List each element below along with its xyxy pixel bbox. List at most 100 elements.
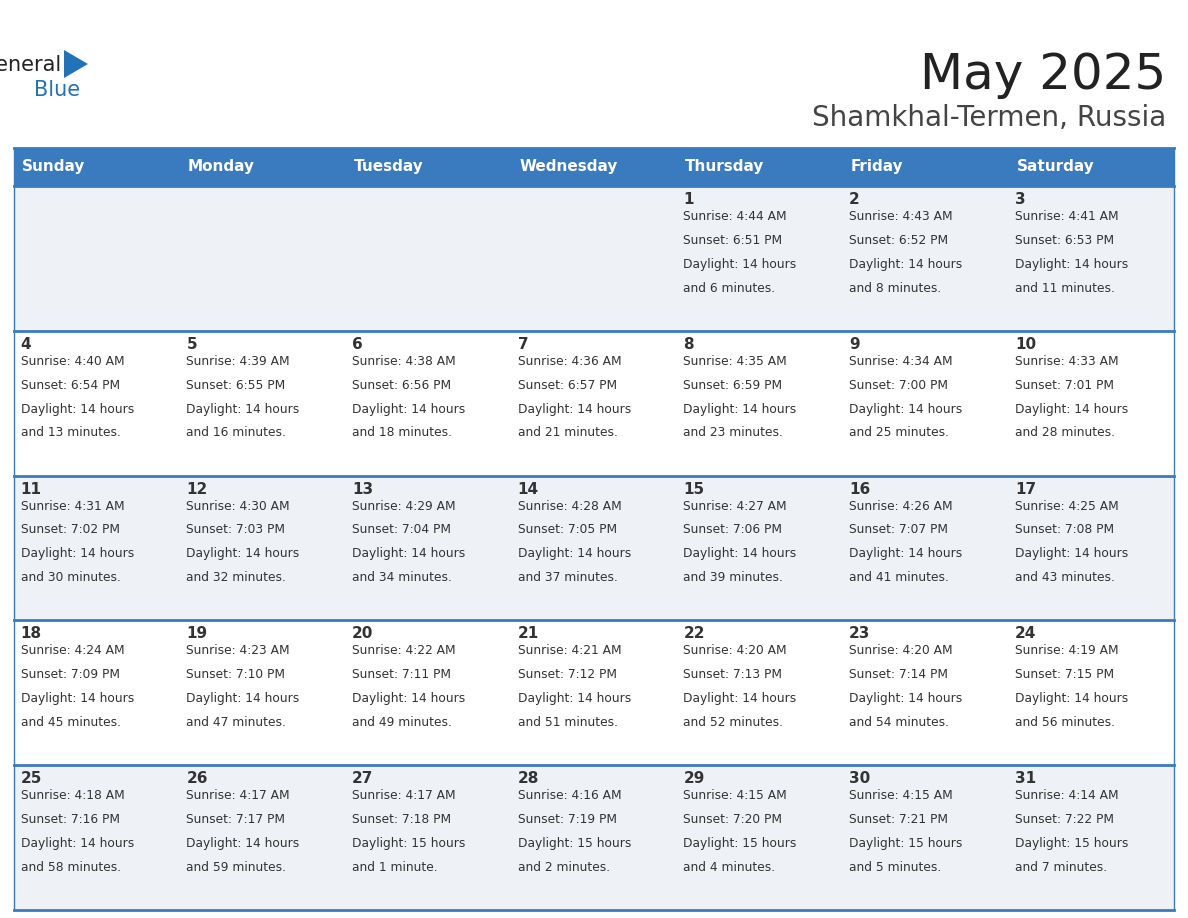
Text: and 45 minutes.: and 45 minutes. (20, 716, 121, 729)
Text: Sunrise: 4:14 AM: Sunrise: 4:14 AM (1015, 789, 1119, 802)
Text: 31: 31 (1015, 771, 1036, 786)
Text: Daylight: 15 hours: Daylight: 15 hours (849, 837, 962, 850)
Text: Sunrise: 4:30 AM: Sunrise: 4:30 AM (187, 499, 290, 512)
Text: May 2025: May 2025 (920, 51, 1165, 99)
Text: Sunset: 6:52 PM: Sunset: 6:52 PM (849, 234, 948, 247)
Bar (511, 476, 677, 621)
Text: Daylight: 14 hours: Daylight: 14 hours (683, 258, 797, 271)
Text: Sunrise: 4:22 AM: Sunrise: 4:22 AM (352, 644, 456, 657)
Text: Sunday: Sunday (23, 160, 86, 174)
Text: Sunset: 7:11 PM: Sunset: 7:11 PM (352, 668, 451, 681)
Polygon shape (64, 50, 88, 78)
Bar (677, 766, 842, 910)
Text: and 1 minute.: and 1 minute. (352, 861, 437, 874)
Bar (346, 330, 511, 476)
Text: and 28 minutes.: and 28 minutes. (1015, 427, 1114, 440)
Text: Sunrise: 4:35 AM: Sunrise: 4:35 AM (683, 354, 788, 368)
Text: Daylight: 14 hours: Daylight: 14 hours (187, 403, 299, 416)
Bar (179, 621, 346, 766)
Text: Sunset: 7:01 PM: Sunset: 7:01 PM (1015, 379, 1114, 392)
Text: and 58 minutes.: and 58 minutes. (20, 861, 121, 874)
Bar (842, 476, 1009, 621)
Text: Sunrise: 4:26 AM: Sunrise: 4:26 AM (849, 499, 953, 512)
Text: Sunset: 7:09 PM: Sunset: 7:09 PM (20, 668, 120, 681)
Text: and 13 minutes.: and 13 minutes. (20, 427, 120, 440)
Bar (14, 330, 179, 476)
Text: Sunrise: 4:16 AM: Sunrise: 4:16 AM (518, 789, 621, 802)
Text: and 5 minutes.: and 5 minutes. (849, 861, 941, 874)
Text: Blue: Blue (34, 80, 80, 100)
Text: Sunrise: 4:40 AM: Sunrise: 4:40 AM (20, 354, 125, 368)
Text: General: General (0, 55, 62, 75)
Text: Daylight: 14 hours: Daylight: 14 hours (849, 692, 962, 705)
Bar (346, 186, 511, 330)
Text: Sunset: 6:54 PM: Sunset: 6:54 PM (20, 379, 120, 392)
Text: Sunrise: 4:19 AM: Sunrise: 4:19 AM (1015, 644, 1119, 657)
Text: and 18 minutes.: and 18 minutes. (352, 427, 453, 440)
Text: 10: 10 (1015, 337, 1036, 352)
Bar (1009, 476, 1174, 621)
Text: Sunrise: 4:20 AM: Sunrise: 4:20 AM (683, 644, 788, 657)
Bar (14, 148, 1174, 186)
Bar (14, 186, 179, 330)
Text: 3: 3 (1015, 192, 1025, 207)
Text: Sunset: 7:16 PM: Sunset: 7:16 PM (20, 813, 120, 826)
Text: and 54 minutes.: and 54 minutes. (849, 716, 949, 729)
Text: Sunrise: 4:25 AM: Sunrise: 4:25 AM (1015, 499, 1119, 512)
Text: 19: 19 (187, 626, 208, 642)
Text: Sunrise: 4:17 AM: Sunrise: 4:17 AM (352, 789, 456, 802)
Bar (14, 476, 179, 621)
Text: and 23 minutes.: and 23 minutes. (683, 427, 783, 440)
Text: and 21 minutes.: and 21 minutes. (518, 427, 618, 440)
Text: Sunset: 7:07 PM: Sunset: 7:07 PM (849, 523, 948, 536)
Text: and 39 minutes.: and 39 minutes. (683, 571, 783, 584)
Text: Sunset: 7:12 PM: Sunset: 7:12 PM (518, 668, 617, 681)
Text: Daylight: 14 hours: Daylight: 14 hours (1015, 403, 1129, 416)
Text: Daylight: 14 hours: Daylight: 14 hours (683, 692, 797, 705)
Text: 25: 25 (20, 771, 42, 786)
Text: and 6 minutes.: and 6 minutes. (683, 282, 776, 295)
Text: Daylight: 14 hours: Daylight: 14 hours (683, 547, 797, 560)
Text: and 34 minutes.: and 34 minutes. (352, 571, 451, 584)
Text: Sunset: 6:56 PM: Sunset: 6:56 PM (352, 379, 451, 392)
Text: Daylight: 14 hours: Daylight: 14 hours (1015, 258, 1129, 271)
Text: Sunrise: 4:39 AM: Sunrise: 4:39 AM (187, 354, 290, 368)
Text: 11: 11 (20, 482, 42, 497)
Text: Daylight: 14 hours: Daylight: 14 hours (187, 692, 299, 705)
Text: Sunrise: 4:15 AM: Sunrise: 4:15 AM (683, 789, 788, 802)
Text: 24: 24 (1015, 626, 1036, 642)
Text: Daylight: 14 hours: Daylight: 14 hours (20, 692, 134, 705)
Text: and 43 minutes.: and 43 minutes. (1015, 571, 1114, 584)
Bar (1009, 621, 1174, 766)
Text: Sunrise: 4:33 AM: Sunrise: 4:33 AM (1015, 354, 1119, 368)
Bar (346, 766, 511, 910)
Text: and 52 minutes.: and 52 minutes. (683, 716, 783, 729)
Text: Sunset: 6:57 PM: Sunset: 6:57 PM (518, 379, 617, 392)
Text: Sunrise: 4:15 AM: Sunrise: 4:15 AM (849, 789, 953, 802)
Text: Sunset: 7:06 PM: Sunset: 7:06 PM (683, 523, 783, 536)
Text: Sunset: 6:53 PM: Sunset: 6:53 PM (1015, 234, 1114, 247)
Bar (842, 186, 1009, 330)
Text: and 32 minutes.: and 32 minutes. (187, 571, 286, 584)
Text: 16: 16 (849, 482, 871, 497)
Bar (511, 186, 677, 330)
Text: 12: 12 (187, 482, 208, 497)
Text: Daylight: 14 hours: Daylight: 14 hours (683, 403, 797, 416)
Bar (511, 330, 677, 476)
Bar (677, 621, 842, 766)
Text: Sunrise: 4:27 AM: Sunrise: 4:27 AM (683, 499, 788, 512)
Text: 23: 23 (849, 626, 871, 642)
Bar (14, 766, 179, 910)
Text: Sunset: 7:18 PM: Sunset: 7:18 PM (352, 813, 451, 826)
Bar (346, 621, 511, 766)
Text: 21: 21 (518, 626, 539, 642)
Text: 5: 5 (187, 337, 197, 352)
Text: Daylight: 14 hours: Daylight: 14 hours (849, 258, 962, 271)
Text: Sunrise: 4:17 AM: Sunrise: 4:17 AM (187, 789, 290, 802)
Text: Daylight: 14 hours: Daylight: 14 hours (187, 837, 299, 850)
Text: and 49 minutes.: and 49 minutes. (352, 716, 451, 729)
Text: Daylight: 14 hours: Daylight: 14 hours (518, 692, 631, 705)
Text: Daylight: 14 hours: Daylight: 14 hours (518, 547, 631, 560)
Text: Daylight: 14 hours: Daylight: 14 hours (187, 547, 299, 560)
Text: 30: 30 (849, 771, 871, 786)
